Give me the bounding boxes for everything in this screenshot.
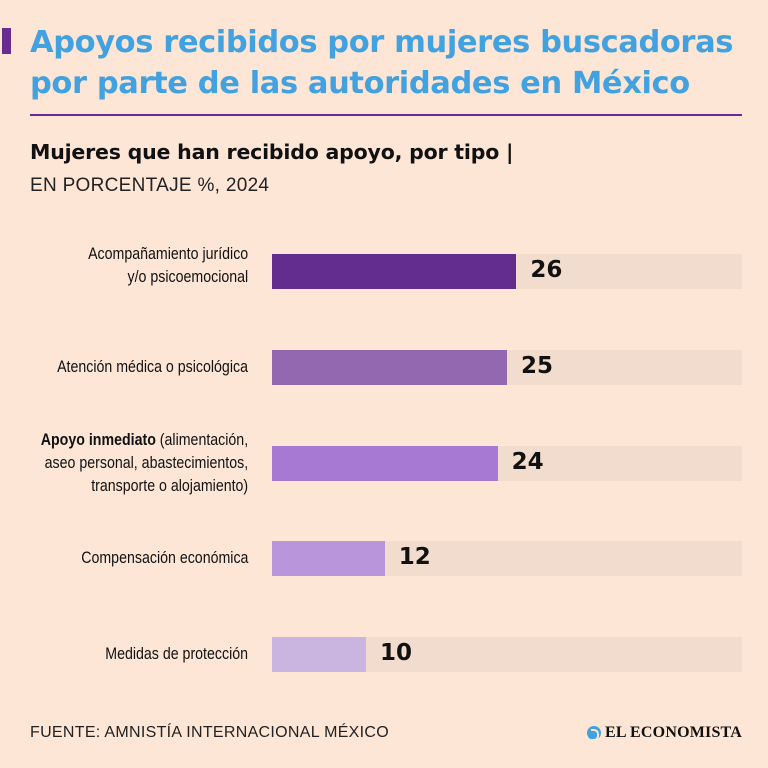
- bar-value-label: 10: [380, 640, 413, 666]
- chart-subtitle: Mujeres que han recibido apoyo, por tipo…: [30, 140, 514, 164]
- category-label: Apoyo inmediato (alimentación, aseo perso…: [40, 431, 248, 495]
- page-title: Apoyos recibidos por mujeres buscadoras …: [30, 25, 734, 101]
- bar-value-label: 12: [398, 544, 431, 570]
- brand-icon: [587, 726, 601, 741]
- chart-unit: EN PORCENTAJE %, 2024: [30, 175, 270, 196]
- category-label-strong: Apoyo inmediato: [40, 431, 156, 449]
- bar-value-label: 24: [511, 449, 544, 475]
- bar: [272, 350, 507, 385]
- brand-name: EL ECONOMISTA: [605, 724, 742, 741]
- category-label: Medidas de protección: [105, 645, 248, 663]
- category-label: Acompañamiento jurídico y/o psicoemociona…: [87, 244, 248, 286]
- brand-logo: EL ECONOMISTA: [587, 724, 742, 742]
- bar: [272, 446, 498, 481]
- bar-value-label: 25: [521, 353, 554, 379]
- title-divider: [30, 114, 742, 116]
- category-label: Compensación económica: [80, 549, 248, 567]
- category-label: Atención médica o psicológica: [57, 358, 248, 376]
- bar: [272, 541, 385, 576]
- source-note: FUENTE: AMNISTÍA INTERNACIONAL MÉXICO: [30, 724, 389, 741]
- bar: [272, 637, 366, 672]
- bar: [272, 254, 517, 289]
- title-marker: [2, 28, 11, 54]
- bar-value-label: 26: [530, 257, 563, 283]
